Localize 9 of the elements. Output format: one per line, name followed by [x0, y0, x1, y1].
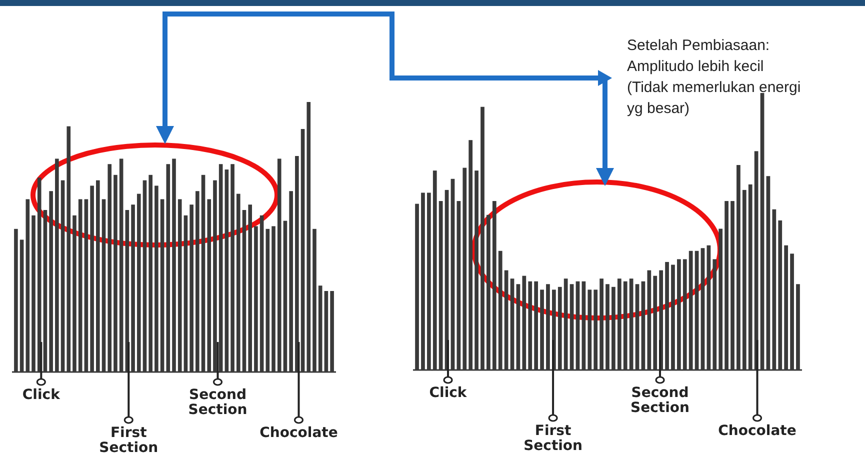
text: Chocolate: [718, 423, 796, 439]
text: Chocolate: [260, 425, 338, 441]
text: First Section: [99, 425, 158, 456]
text: Second Section: [630, 385, 690, 416]
text: First Section: [524, 423, 583, 454]
text: Second Section: [188, 387, 248, 418]
text: Click: [22, 387, 61, 403]
text: Click: [429, 385, 468, 401]
annotation: Setelah Pembiasaan: Amplitudo lebih kecil (Tidak memerlukan energi yg besar): [627, 37, 801, 117]
